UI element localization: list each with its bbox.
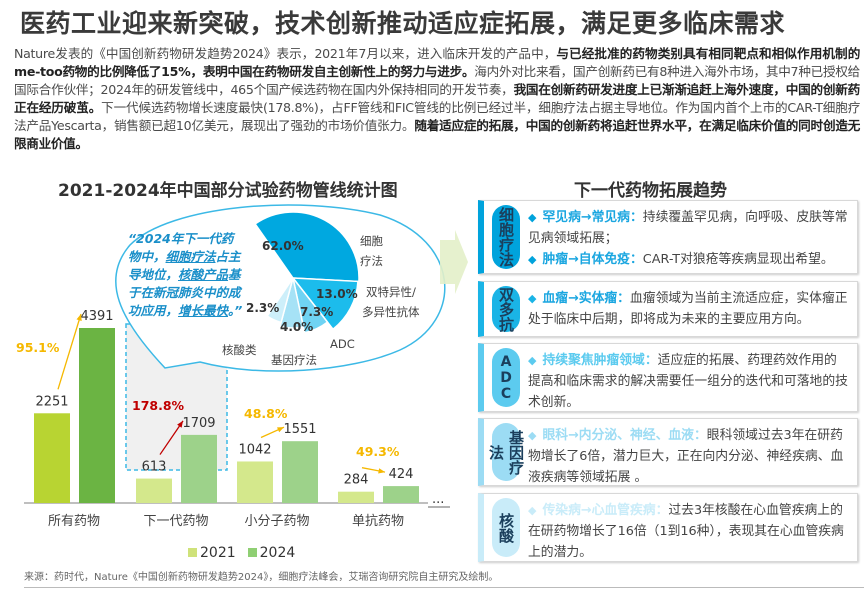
card-badge: ADC: [492, 348, 520, 407]
paragraph-segment: 海内外对比来看，国产创新药已有8种进入海外市场，其中7种已授权给国际合作伙伴；2…: [14, 64, 860, 97]
category-label: 单抗药物: [352, 514, 404, 529]
legend-2021: 2021: [188, 545, 236, 561]
pie-slice: [254, 211, 360, 283]
trend-card: 基因疗法 ◆ 眼科→内分泌、神经、血液：眼科领域过去3年在研药物增长了6倍，潜力巨大…: [478, 418, 858, 486]
paragraph-segment: Nature发表的《中国创新药物研发趋势2024》表示，2021年7月以来，进入…: [14, 46, 557, 61]
card-badge: 双多抗: [492, 286, 520, 332]
trend-card: 细胞疗法 ◆ 罕见病→常见病：持续覆盖罕见病，向呼吸、皮肤等常见病领域拓展； ◆ 肿瘤→…: [478, 200, 858, 274]
pie-slice: [291, 277, 359, 331]
bar-2024: [181, 434, 217, 503]
pipeline-chart: ... 2251 4391 所有药物 95.1% 613 1709 下一代药物 178.8% 10…: [16, 204, 468, 529]
bar-label-2021: 613: [142, 460, 167, 475]
bar-2024: [79, 328, 115, 503]
pie-category-label: ADC: [330, 337, 355, 351]
category-label: 下一代药物: [143, 514, 208, 529]
chart-title: 2021-2024年中国部分试验药物管线统计图: [58, 181, 398, 201]
source-note: 来源：药时代，Nature《中国创新药物研发趋势2024》，细胞疗法峰会，艾瑞咨…: [24, 568, 864, 588]
bar-label-2021: 1042: [238, 442, 271, 457]
growth-label: 95.1%: [16, 340, 60, 355]
card-text: ◆ 持续聚焦肿瘤领域：适应症的拓展、药理药效作用的提高和临床需求的解决需要任一组分…: [528, 353, 848, 410]
bar-label-2021: 2251: [35, 394, 68, 409]
bar-2021: [338, 491, 374, 503]
pie-value-label: 13.0%: [316, 287, 358, 301]
pie-value-label: 62.0%: [262, 239, 304, 253]
bar-2021: [237, 461, 273, 503]
bar-2021: [34, 413, 70, 503]
paragraph-segment: 随着适应症的拓展，中国的创新药将追赶世界水平，在满足临床价值的同时创造无限商业价…: [14, 118, 860, 151]
card-badge: 细胞疗法: [492, 205, 520, 269]
pie-slice: [292, 277, 329, 334]
pie-value-label: 4.0%: [280, 320, 313, 334]
bar-2024: [282, 441, 318, 503]
paragraph-segment: 与已经批准的药物类别具有相同靶点和相似作用机制的me-too药物的比例降低了15…: [14, 46, 860, 79]
diamond-bullet-icon: ◆: [528, 211, 537, 224]
pie-slice: [266, 277, 294, 324]
growth-label: 48.8%: [244, 406, 288, 421]
card-text: ◆ 罕见病→常见病：持续覆盖罕见病，向呼吸、皮肤等常见病领域拓展； ◆ 肿瘤→自体免疫…: [528, 210, 848, 267]
page-title: 医药工业迎来新突破，技术创新推动适应症拓展，满足更多临床需求: [20, 9, 786, 38]
chart-legend: 2021 2024: [188, 545, 295, 561]
pie-value-label: 2.3%: [246, 301, 279, 315]
trend-card: 核酸 ◆ 传染病→心血管疾病：过去3年核酸在心血管疾病上的在研药物增长了16倍（1到…: [478, 493, 858, 562]
card-text: ◆ 血瘤→实体瘤：血瘤领域为当前主流适应症，实体瘤正处于临床中后期，即将成为未来的…: [528, 291, 848, 327]
diamond-bullet-icon: ◆: [528, 292, 537, 305]
card-badge: 核酸: [492, 498, 520, 557]
bar-label-2024: 4391: [80, 309, 113, 324]
diamond-bullet-icon: ◆: [528, 504, 537, 517]
quote-text: “2024年下一代药物中，细胞疗法占主导地位，核酸产品基于在新冠肺炎中的成功应用…: [128, 231, 242, 318]
paragraph-segment: 下一代候选药物增长速度最快(178.8%)，占FF管线和FIC管线的比例已经过半…: [14, 100, 860, 133]
arrow-head: [277, 427, 284, 433]
arrow-head: [76, 314, 82, 321]
bar-label-2024: 1551: [283, 422, 316, 437]
bar-label-2021: 284: [344, 473, 369, 488]
arrow-head: [177, 420, 183, 428]
trend-title: 下一代药物拓展趋势: [574, 181, 727, 201]
bar-2024: [383, 486, 419, 503]
pie-slice: [279, 277, 305, 329]
bar-label-2024: 424: [389, 467, 414, 482]
trend-card: ADC ◆ 持续聚焦肿瘤领域：适应症的拓展、药理药效作用的提高和临床需求的解决需要任…: [478, 343, 858, 412]
summary-paragraph: Nature发表的《中国创新药物研发趋势2024》表示，2021年7月以来，进入…: [14, 45, 860, 153]
more-indicator: ...: [432, 492, 444, 507]
growth-arrow: [57, 313, 82, 390]
trend-card: 双多抗 ◆ 血瘤→实体瘤：血瘤领域为当前主流适应症，实体瘤正处于临床中后期，即将成为…: [478, 281, 858, 337]
bar-label-2024: 1709: [182, 416, 215, 431]
pie-category-label: 核酸类: [222, 343, 257, 357]
speech-bubble: [115, 204, 446, 372]
arrow-head: [378, 468, 385, 474]
legend-2024: 2024: [247, 545, 295, 561]
growth-label: 49.3%: [356, 444, 400, 459]
diamond-bullet-icon: ◆: [528, 253, 537, 266]
pie-value-label: 7.3%: [300, 305, 333, 319]
pie-category-label: 细胞疗法: [360, 234, 383, 268]
pie-category-label: 基因疗法: [271, 353, 317, 367]
card-text: ◆ 眼科→内分泌、神经、血液：眼科领域过去3年在研药物增长了6倍，潜力巨大，正在向…: [528, 428, 844, 485]
growth-arrow: [159, 420, 184, 455]
category-label: 所有药物: [48, 514, 100, 529]
paragraph-segment: 我国在创新药研发进度上已渐渐追赶上海外速度，中国的创新药正在经历破茧。: [14, 82, 860, 115]
card-text: ◆ 传染病→心血管疾病：过去3年核酸在心血管疾病上的在研药物增长了16倍（1到16…: [528, 503, 844, 560]
bar-2021: [136, 478, 172, 503]
diamond-bullet-icon: ◆: [528, 429, 537, 442]
diamond-bullet-icon: ◆: [528, 354, 537, 367]
arrow-right-icon: [440, 230, 468, 294]
card-badge: 基因疗法: [487, 423, 525, 481]
category-label: 小分子药物: [244, 514, 309, 529]
growth-label: 178.8%: [132, 398, 185, 413]
pie-category-label: 双特异性/多异性抗体: [362, 285, 420, 319]
